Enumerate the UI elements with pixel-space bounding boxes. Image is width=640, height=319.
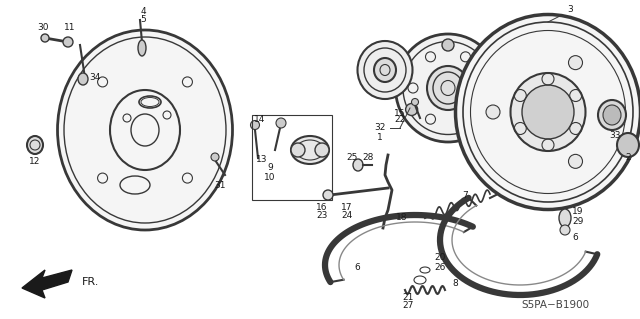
Ellipse shape [396,34,500,142]
Ellipse shape [427,66,469,110]
Text: 21: 21 [403,293,413,302]
Text: 3: 3 [567,5,573,14]
Ellipse shape [456,14,640,210]
Text: 34: 34 [90,73,100,83]
Text: 27: 27 [403,301,413,310]
Circle shape [560,225,570,235]
Text: 12: 12 [29,158,41,167]
Ellipse shape [568,56,582,70]
Text: FR.: FR. [82,277,99,287]
Ellipse shape [522,85,574,139]
Text: 26: 26 [435,263,445,271]
Text: 31: 31 [214,181,226,189]
Ellipse shape [276,118,286,128]
Text: 19: 19 [572,207,584,217]
Ellipse shape [412,99,419,106]
Text: 13: 13 [256,155,268,165]
Ellipse shape [568,154,582,168]
Ellipse shape [41,34,49,42]
Ellipse shape [58,30,232,230]
Text: 33: 33 [609,130,621,139]
Bar [252,115,332,200]
Text: 29: 29 [572,218,584,226]
Text: S5PA−B1900: S5PA−B1900 [521,300,589,310]
Ellipse shape [353,159,363,171]
Text: 8: 8 [452,278,458,287]
Ellipse shape [78,73,88,85]
Ellipse shape [358,41,413,99]
Text: 28: 28 [362,153,374,162]
Ellipse shape [323,190,333,200]
Ellipse shape [598,100,626,130]
Text: 6: 6 [572,234,578,242]
Circle shape [442,39,454,51]
Ellipse shape [559,209,571,227]
Text: 23: 23 [316,211,328,220]
Text: 25: 25 [346,153,358,162]
Ellipse shape [511,73,586,151]
Text: 2: 2 [625,153,631,162]
Text: 14: 14 [254,115,266,124]
Text: 9: 9 [267,164,273,173]
Text: 1: 1 [377,133,383,143]
Ellipse shape [63,37,73,47]
Text: 17: 17 [341,203,353,211]
Ellipse shape [291,143,305,157]
Text: 11: 11 [64,24,76,33]
Text: 22: 22 [394,115,406,124]
Text: 24: 24 [341,211,353,220]
Ellipse shape [617,133,639,157]
Ellipse shape [250,121,259,130]
Text: 30: 30 [37,24,49,33]
Text: 18: 18 [396,213,408,222]
Ellipse shape [138,40,146,56]
Text: 6: 6 [354,263,360,272]
Circle shape [478,103,490,115]
Circle shape [406,103,418,115]
Text: 4: 4 [140,8,146,17]
Text: 20: 20 [435,254,445,263]
Text: 7: 7 [462,190,468,199]
Ellipse shape [374,58,396,82]
Ellipse shape [486,105,500,119]
Ellipse shape [291,136,329,164]
Text: 15: 15 [394,108,406,117]
Polygon shape [22,270,72,298]
Ellipse shape [27,136,43,154]
Ellipse shape [603,105,621,125]
Text: 16: 16 [316,203,328,211]
Text: 10: 10 [264,173,276,182]
Ellipse shape [211,153,219,161]
Ellipse shape [315,143,329,157]
Text: 5: 5 [140,16,146,25]
Text: 32: 32 [374,123,386,132]
